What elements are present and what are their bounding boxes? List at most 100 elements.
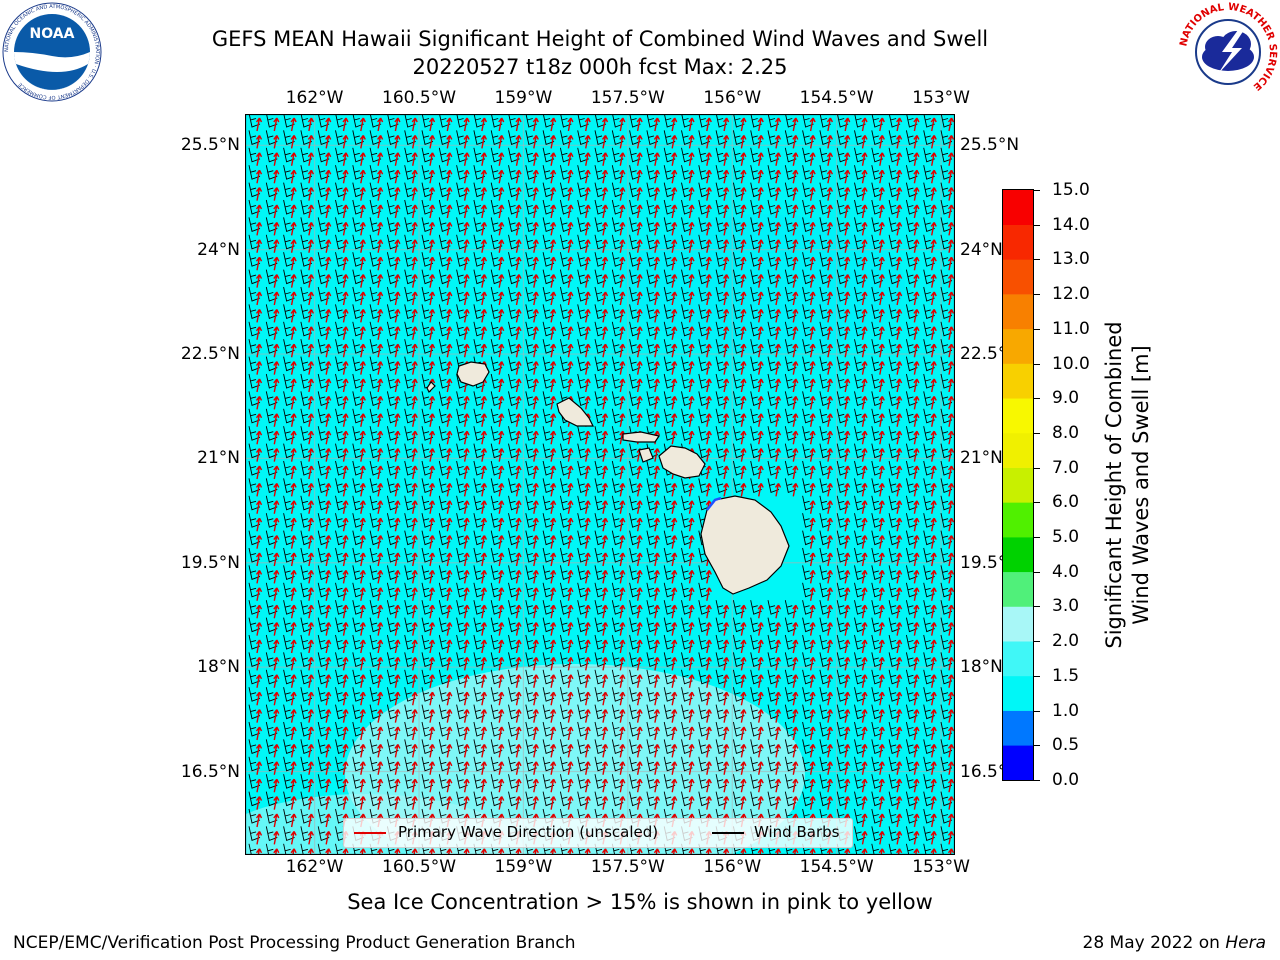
lon-label-bottom: 162°W [285,857,344,877]
colorbar-tick-label: 8.0 [1052,422,1080,443]
footer-right: 28 May 2022 on Hera [1083,933,1267,953]
colorbar-segment [1003,363,1033,399]
colorbar-tick-mark [1034,606,1040,608]
lon-label-bottom: 159°W [494,857,553,877]
lat-label-left: 24°N [197,239,240,260]
colorbar-tick-mark [1034,571,1040,573]
colorbar-tick-label: 13.0 [1052,249,1090,270]
colorbar-tick-label: 10.0 [1052,353,1090,374]
wind-barbs-legend-line [712,832,744,834]
lon-label-top: 153°W [912,88,970,108]
island-hawaii-big-island [700,495,790,595]
colorbar-tick-mark [1034,467,1040,469]
lat-label-left: 22.5°N [180,344,240,365]
colorbar-tick-mark [1034,745,1040,747]
colorbar-tick-mark [1034,224,1040,226]
colorbar-tick-label: 3.0 [1052,596,1080,617]
lat-label-left: 16.5°N [180,761,240,782]
map-plot [245,114,955,855]
lon-label-top: 159°W [494,88,553,108]
lon-label-bottom: 157.5°W [590,857,665,877]
island-lanai [638,447,654,463]
island-kauai [456,361,490,387]
colorbar-segment [1003,259,1033,295]
wind-barbs-legend-label: Wind Barbs [754,823,840,841]
colorbar-segment [1003,502,1033,538]
lat-label-left: 18°N [197,657,240,678]
island-molokai [622,431,660,443]
footer-left: NCEP/EMC/Verification Post Processing Pr… [13,933,576,953]
colorbar-segment [1003,398,1033,434]
colorbar-tick-label: 14.0 [1052,214,1090,235]
colorbar-tick-label: 6.0 [1052,492,1080,513]
lat-label-right: 18°N [960,657,1003,678]
lon-label-top: 162°W [285,88,344,108]
lon-label-top: 157.5°W [590,88,665,108]
colorbar-tick-mark [1034,363,1040,365]
colorbar-tick-mark [1034,502,1040,504]
colorbar-segment [1003,432,1033,468]
chart-title-line2: 20220527 t18z 000h fcst Max: 2.25 [412,55,788,79]
colorbar-segment [1003,675,1033,711]
lon-label-top: 154.5°W [799,88,874,108]
wave-direction-arrows [255,117,955,855]
island-oahu [556,397,594,427]
colorbar-label-line2: Wind Waves and Swell [m] [1129,345,1153,625]
colorbar-tick-mark [1034,294,1040,296]
colorbar-segment [1003,537,1033,573]
colorbar-tick-label: 7.0 [1052,457,1080,478]
svg-text:NOAA: NOAA [30,26,75,42]
lat-label-left: 25.5°N [180,135,240,156]
colorbar-label-line1: Significant Height of Combined [1102,321,1126,649]
lat-label-right: 24°N [960,239,1003,260]
colorbar-tick-label: 9.0 [1052,388,1080,409]
colorbar-tick-mark [1034,432,1040,434]
colorbar-label: Significant Height of Combined Wind Wave… [1101,265,1155,705]
graticule [245,114,955,855]
colorbar-tick-label: 1.0 [1052,700,1080,721]
colorbar-segment [1003,467,1033,503]
chart-title-line1: GEFS MEAN Hawaii Significant Height of C… [211,27,989,51]
colorbar-tick-label: 0.0 [1052,770,1080,790]
colorbar-tick-mark [1034,641,1040,643]
lon-label-top: 156°W [703,88,762,108]
lon-label-top: 160.5°W [382,88,457,108]
lat-label-right: 25.5°N [960,135,1020,156]
wind-barbs-layer [248,114,953,855]
colorbar-segment [1003,294,1033,330]
colorbar-segment [1003,710,1033,746]
colorbar-tick-label: 0.5 [1052,735,1080,756]
colorbar-segment [1003,745,1033,781]
footer-host: Hera [1225,933,1266,953]
colorbar-tick-mark [1034,259,1040,261]
colorbar-frame [1002,189,1034,781]
noaa-logo: NATIONAL OCEANIC AND ATMOSPHERIC ADMINIS… [2,2,102,102]
colorbar-tick-label: 4.0 [1052,561,1080,582]
lat-label-right: 21°N [960,448,1003,469]
colorbar-segment [1003,641,1033,677]
lon-label-bottom: 160.5°W [382,857,457,877]
lat-label-left: 21°N [197,448,240,469]
big-island-northwest-shore [706,496,722,511]
colorbar-tick-mark [1034,537,1040,539]
colorbar-tick-label: 1.5 [1052,665,1080,686]
colorbar-tick-mark [1034,190,1040,191]
colorbar-tick-label: 15.0 [1052,180,1090,200]
colorbar-segment [1003,606,1033,642]
wave-direction-legend-line [354,832,386,834]
colorbar [1002,189,1034,781]
lon-label-bottom: 156°W [703,857,762,877]
colorbar-tick-mark [1034,398,1040,400]
lat-label-left: 19.5°N [180,552,240,573]
colorbar-segment [1003,328,1033,364]
colorbar-segment [1003,224,1033,260]
islands-layer [426,361,790,595]
calm-sea-patch-north [625,214,905,354]
footer-date: 28 May 2022 on [1082,933,1226,953]
colorbar-tick-mark [1034,710,1040,712]
colorbar-tick-label: 12.0 [1052,284,1090,305]
lon-label-bottom: 154.5°W [799,857,874,877]
wave-direction-legend-label: Primary Wave Direction (unscaled) [398,823,659,841]
sea-ice-note: Sea Ice Concentration > 15% is shown in … [347,890,933,914]
colorbar-tick-label: 11.0 [1052,318,1090,339]
